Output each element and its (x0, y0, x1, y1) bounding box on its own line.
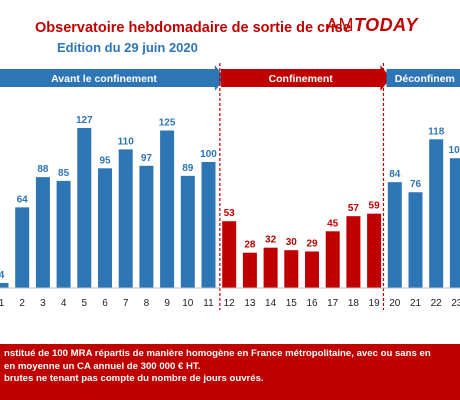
bar-week-6 (98, 168, 112, 288)
value-label: 127 (76, 115, 93, 126)
x-tick-label: 17 (327, 298, 339, 309)
bar-week-12 (222, 221, 237, 288)
bar-week-9 (160, 130, 175, 288)
x-tick-label: 20 (389, 298, 401, 309)
x-tick-label: 15 (286, 298, 298, 309)
value-label: 125 (159, 118, 176, 129)
bar-week-4 (56, 180, 71, 288)
value-label: 29 (306, 238, 318, 249)
value-label: 45 (327, 218, 339, 229)
value-label: 85 (58, 168, 70, 179)
x-tick-label: 19 (369, 298, 381, 309)
bar-week-17 (325, 231, 340, 288)
x-tick-label: 1 (0, 298, 5, 309)
bar-week-15 (284, 250, 299, 288)
bar-week-1 (0, 282, 9, 288)
value-label: 97 (141, 153, 153, 164)
phase-banner-deconfinem (386, 69, 460, 87)
x-tick-label: 11 (203, 298, 214, 309)
footnote-line-3: brutes ne tenant pas compte du nombre de… (4, 373, 264, 384)
brand-logo: AMTODAY (326, 15, 418, 36)
phase-label: Confinement (269, 73, 334, 85)
phase-banner-avant-le-confinement (0, 65, 225, 91)
value-label: 4 (0, 270, 5, 281)
x-tick-label: 22 (431, 298, 443, 309)
x-tick-label: 16 (306, 298, 318, 309)
bar-week-23 (449, 158, 460, 288)
brand-logo-part1: AM (326, 15, 354, 35)
value-label: 64 (17, 194, 29, 205)
bar-week-10 (180, 175, 195, 288)
bar-week-11 (201, 162, 216, 288)
value-label: 53 (224, 208, 236, 219)
phase-label: Avant le confinement (51, 73, 157, 85)
value-label: 88 (37, 164, 49, 175)
x-tick-label: 21 (410, 298, 422, 309)
value-label: 89 (182, 163, 194, 174)
x-tick-label: 18 (348, 298, 360, 309)
x-tick-label: 12 (224, 298, 236, 309)
bar-week-16 (305, 251, 319, 288)
bar-week-13 (242, 252, 257, 288)
bar-week-20 (387, 182, 402, 288)
phase-banner-confinement (220, 65, 391, 91)
x-tick-label: 9 (164, 298, 170, 309)
brand-logo-part2: TODAY (354, 15, 418, 35)
bar-week-19 (367, 213, 382, 288)
value-label: 103 (449, 145, 460, 156)
value-label: 28 (244, 240, 256, 251)
bar-week-22 (429, 139, 444, 288)
x-tick-label: 23 (451, 298, 460, 309)
x-tick-label: 10 (182, 298, 194, 309)
x-tick-label: 14 (265, 298, 277, 309)
x-tick-label: 5 (82, 298, 88, 309)
footnote: nstitué de 100 MRA répartis de manière h… (0, 344, 460, 400)
chart-title: Observatoire hebdomadaire de sortie de c… (35, 20, 351, 36)
bar-week-2 (15, 207, 30, 288)
footnote-line-2: en moyenne un CA annuel de 300 000 € HT. (4, 360, 201, 372)
value-label: 57 (348, 203, 360, 214)
x-tick-label: 7 (123, 298, 129, 309)
footnote-line-1: nstitué de 100 MRA répartis de manière h… (4, 348, 431, 359)
bar-week-18 (346, 216, 361, 288)
value-label: 95 (99, 155, 111, 166)
phase-label: Déconfinem (395, 73, 455, 85)
bar-week-3 (35, 177, 50, 288)
x-tick-label: 3 (40, 298, 46, 309)
value-label: 84 (389, 169, 401, 180)
value-label: 110 (118, 136, 135, 147)
value-label: 30 (286, 237, 298, 248)
bar-week-21 (408, 192, 423, 288)
x-tick-label: 13 (244, 298, 256, 309)
value-label: 32 (265, 235, 277, 246)
value-label: 100 (200, 149, 217, 160)
bar-chart: Avant le confinement Confinement Déconfine… (0, 63, 460, 310)
x-tick-label: 2 (19, 298, 25, 309)
bar-week-14 (263, 247, 278, 288)
bar-week-8 (139, 165, 154, 288)
x-tick-label: 8 (144, 298, 150, 309)
x-tick-label: 4 (61, 298, 67, 309)
bar-week-5 (77, 127, 92, 288)
value-label: 76 (410, 179, 422, 190)
value-label: 59 (369, 201, 381, 212)
chart-subtitle: Edition du 29 juin 2020 (57, 40, 198, 55)
bar-week-7 (118, 149, 133, 288)
value-label: 118 (428, 126, 445, 137)
x-tick-label: 6 (102, 298, 108, 309)
